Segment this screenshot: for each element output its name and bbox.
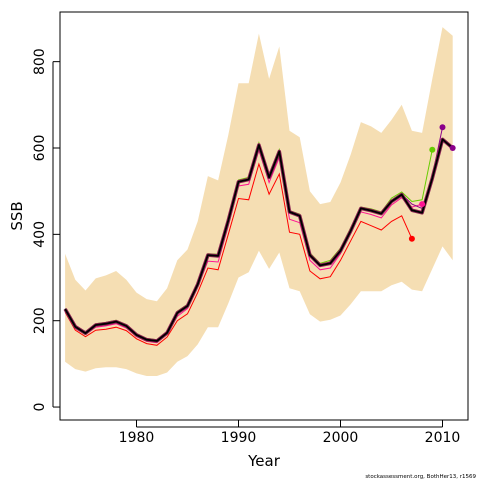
final-series-line	[64, 138, 454, 342]
y-tick-label-400: 400	[32, 221, 48, 248]
retro-2007-endpoint	[408, 235, 415, 242]
y-tick-label-200: 200	[32, 307, 48, 334]
retro-2007-line	[64, 162, 413, 346]
series-layer	[63, 127, 454, 346]
x-tick-label-1990: 1990	[221, 430, 257, 446]
endpoint-markers-layer	[408, 124, 456, 242]
confidence-band-layer	[65, 27, 453, 376]
y-tick-label-0: 0	[32, 403, 48, 412]
retro-2008-endpoint	[419, 201, 426, 208]
retro-2010-endpoint	[439, 124, 446, 131]
x-tick-label-2010: 2010	[425, 430, 461, 446]
footnote: stockassessment.org, BothHer13, r1569	[365, 474, 476, 480]
x-tick-label-2000: 2000	[323, 430, 359, 446]
y-tick-label-800: 800	[32, 48, 48, 75]
retro-2009-endpoint	[429, 146, 436, 153]
retro-2008-line	[64, 148, 423, 344]
confidence-band	[65, 27, 453, 376]
y-axis-title: SSB	[8, 201, 26, 230]
x-axis-title: Year	[247, 452, 281, 470]
final-endpoint	[449, 145, 456, 151]
x-axis: 1980 1990 2000 2010	[119, 420, 461, 446]
y-tick-label-600: 600	[32, 135, 48, 162]
y-axis: 0 200 400 600 800	[32, 48, 60, 412]
plot-frame	[59, 11, 469, 421]
x-tick-label-1980: 1980	[119, 430, 155, 446]
